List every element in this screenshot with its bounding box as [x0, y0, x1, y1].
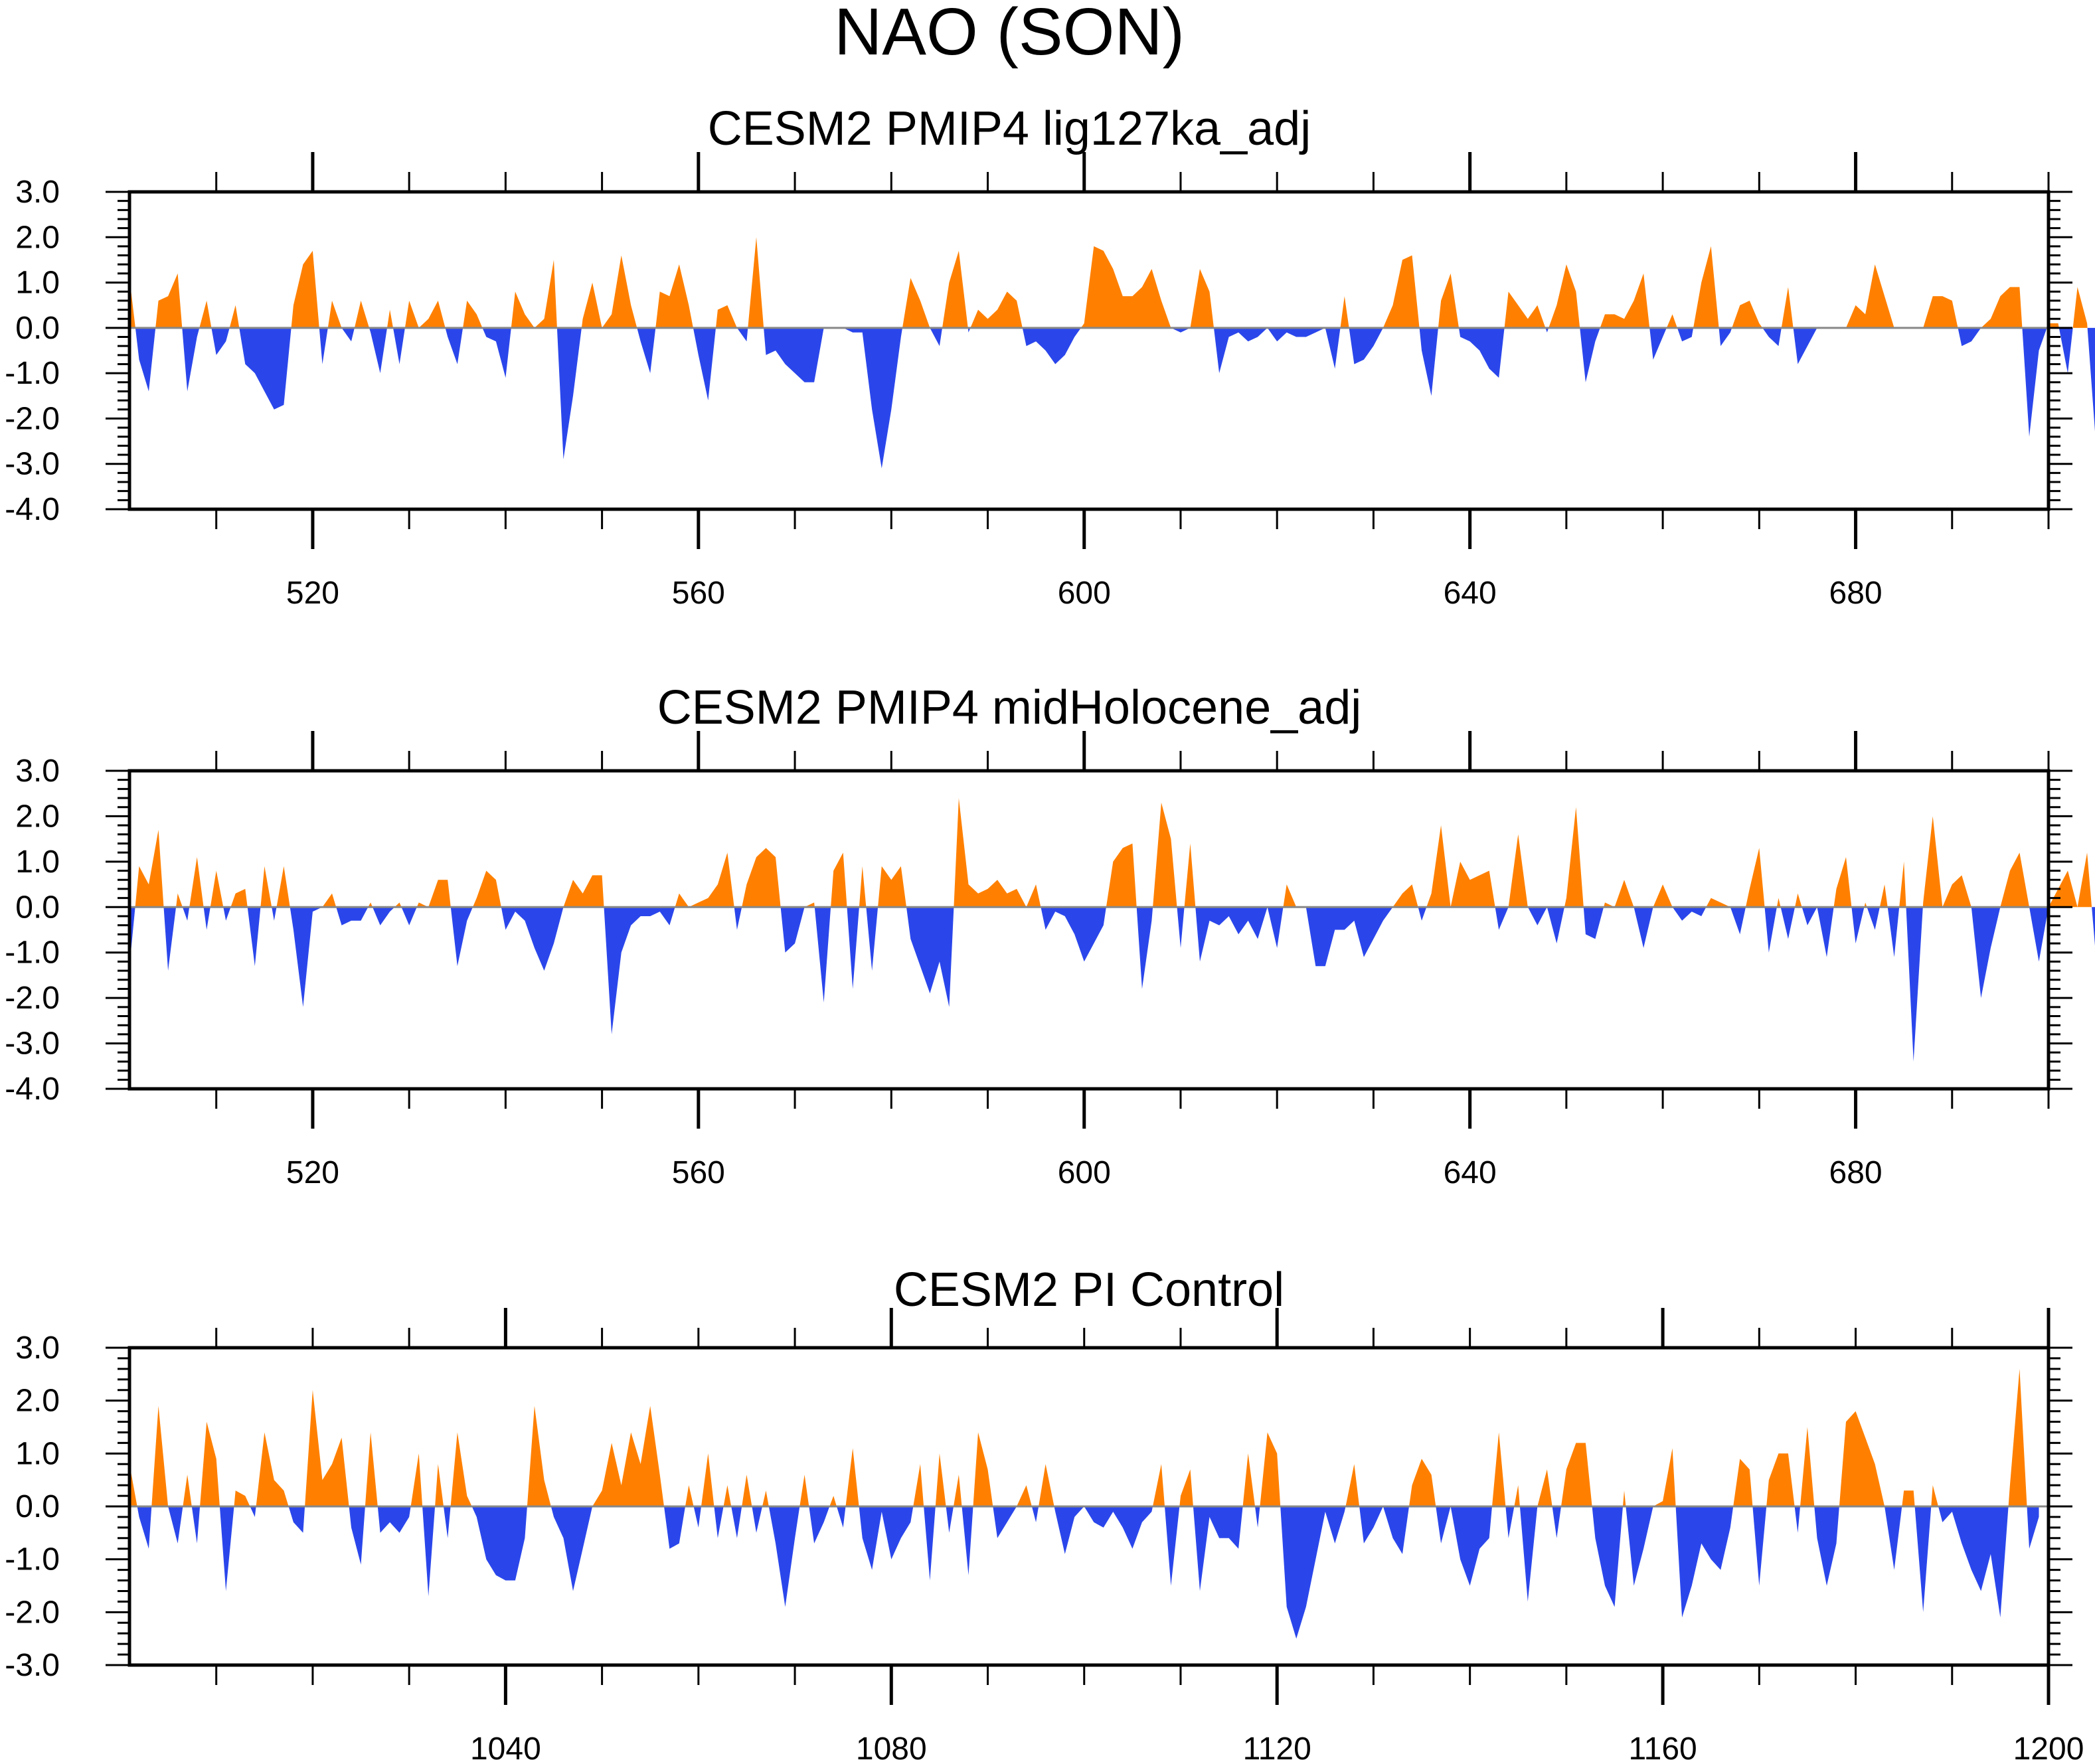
y-tick-label: -2.0: [5, 401, 60, 436]
x-tick-label: 600: [1058, 1155, 1111, 1190]
y-tick-label: 2.0: [15, 1384, 60, 1419]
y-tick-label: -3.0: [5, 447, 60, 482]
positive-anomaly-area: [129, 1368, 2027, 1506]
x-tick-label: 1200: [2013, 1731, 2084, 1764]
panel-title: CESM2 PMIP4 midHolocene_adj: [657, 681, 1362, 734]
plot-frame: [127, 190, 2051, 511]
y-tick-label: 2.0: [15, 220, 60, 255]
y-tick-label: -4.0: [5, 1072, 60, 1107]
panel-title: CESM2 PMIP4 lig127ka_adj: [708, 102, 1311, 155]
x-tick-label: 1040: [470, 1731, 541, 1764]
x-tick-label: 680: [1829, 1155, 1883, 1190]
y-tick-label: 0.0: [15, 890, 60, 925]
negative-anomaly-area: [135, 327, 2095, 469]
negative-anomaly-area: [129, 907, 2095, 1062]
panel-title: CESM2 PI Control: [894, 1263, 1284, 1317]
y-tick-label: 1.0: [15, 1436, 60, 1471]
x-tick-label: 1160: [1628, 1731, 1697, 1764]
positive-anomaly-area: [135, 798, 2092, 908]
negative-anomaly-area: [137, 1506, 2039, 1639]
y-tick-label: -1.0: [5, 935, 60, 971]
y-tick-label: -4.0: [5, 492, 60, 527]
figure-title: NAO (SON): [834, 0, 1185, 69]
x-tick-label: 1080: [856, 1731, 927, 1764]
x-tick-label: 520: [286, 1155, 339, 1190]
panel-pi-control: CESM2 PI Control 3.0 2.0 1.0 0.0 -1.0 -2.0 -3.…: [5, 1263, 2084, 1764]
y-tick-label: 0.0: [15, 1489, 60, 1524]
x-tick-label: 1120: [1243, 1731, 1311, 1764]
y-tick-label: -2.0: [5, 981, 60, 1016]
panel-midholocene: CESM2 PMIP4 midHolocene_adj 3.0 2.0 1.0 0.0…: [5, 681, 2095, 1190]
y-tick-label: 3.0: [15, 754, 60, 789]
positive-anomaly-area: [129, 237, 2088, 328]
x-tick-label: 560: [672, 1155, 725, 1190]
x-tick-label: 640: [1444, 1155, 1497, 1190]
y-tick-label: 1.0: [15, 266, 60, 301]
plot-frame: [127, 769, 2051, 1091]
y-tick-label: 0.0: [15, 311, 60, 346]
panel-lig127ka: CESM2 PMIP4 lig127ka_adj 3.0 2.0 1.0 0.0 -1.…: [5, 102, 2095, 611]
y-tick-label: -1.0: [5, 356, 60, 391]
y-tick-label: -3.0: [5, 1648, 60, 1683]
x-tick-label: 680: [1829, 576, 1883, 611]
x-tick-label: 560: [672, 576, 725, 611]
y-tick-label: 3.0: [15, 1330, 60, 1366]
y-tick-label: 3.0: [15, 175, 60, 210]
y-tick-label: -3.0: [5, 1026, 60, 1062]
y-tick-label: -2.0: [5, 1595, 60, 1630]
y-tick-label: -1.0: [5, 1542, 60, 1577]
y-tick-label: 2.0: [15, 799, 60, 834]
x-tick-label: 600: [1058, 576, 1111, 611]
x-tick-label: 640: [1444, 576, 1497, 611]
y-tick-label: 1.0: [15, 844, 60, 880]
x-tick-label: 520: [286, 576, 339, 611]
